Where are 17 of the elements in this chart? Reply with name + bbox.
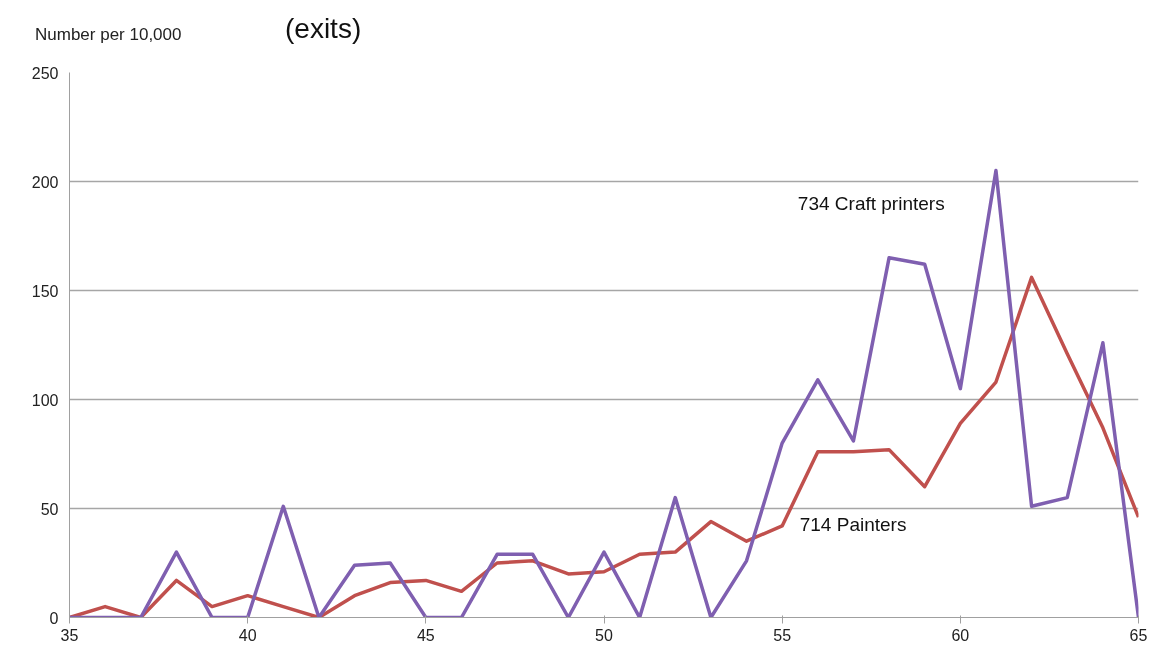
y-tick-label: 150 [31, 282, 59, 300]
y-tick-label: 250 [31, 64, 59, 82]
series-label: 714 Painters [799, 514, 907, 536]
x-tick-label: 40 [238, 626, 257, 644]
y-axis-title: Number per 10,000 [35, 24, 182, 46]
y-tick-label: 100 [31, 391, 59, 409]
y-tick-label: 0 [49, 609, 59, 627]
x-tick-label: 45 [416, 626, 435, 644]
x-tick-label: 55 [773, 626, 792, 644]
text: 734 Craft printers [797, 192, 945, 214]
y-tick-label: 50 [40, 500, 59, 518]
text: (exits) [285, 12, 362, 46]
x-tick-label: 65 [1129, 626, 1148, 644]
x-tick-label: 50 [595, 626, 613, 644]
x-tick-label: 60 [951, 626, 970, 644]
x-tick-label: 35 [60, 626, 79, 644]
y-tick-label: 200 [31, 173, 59, 191]
